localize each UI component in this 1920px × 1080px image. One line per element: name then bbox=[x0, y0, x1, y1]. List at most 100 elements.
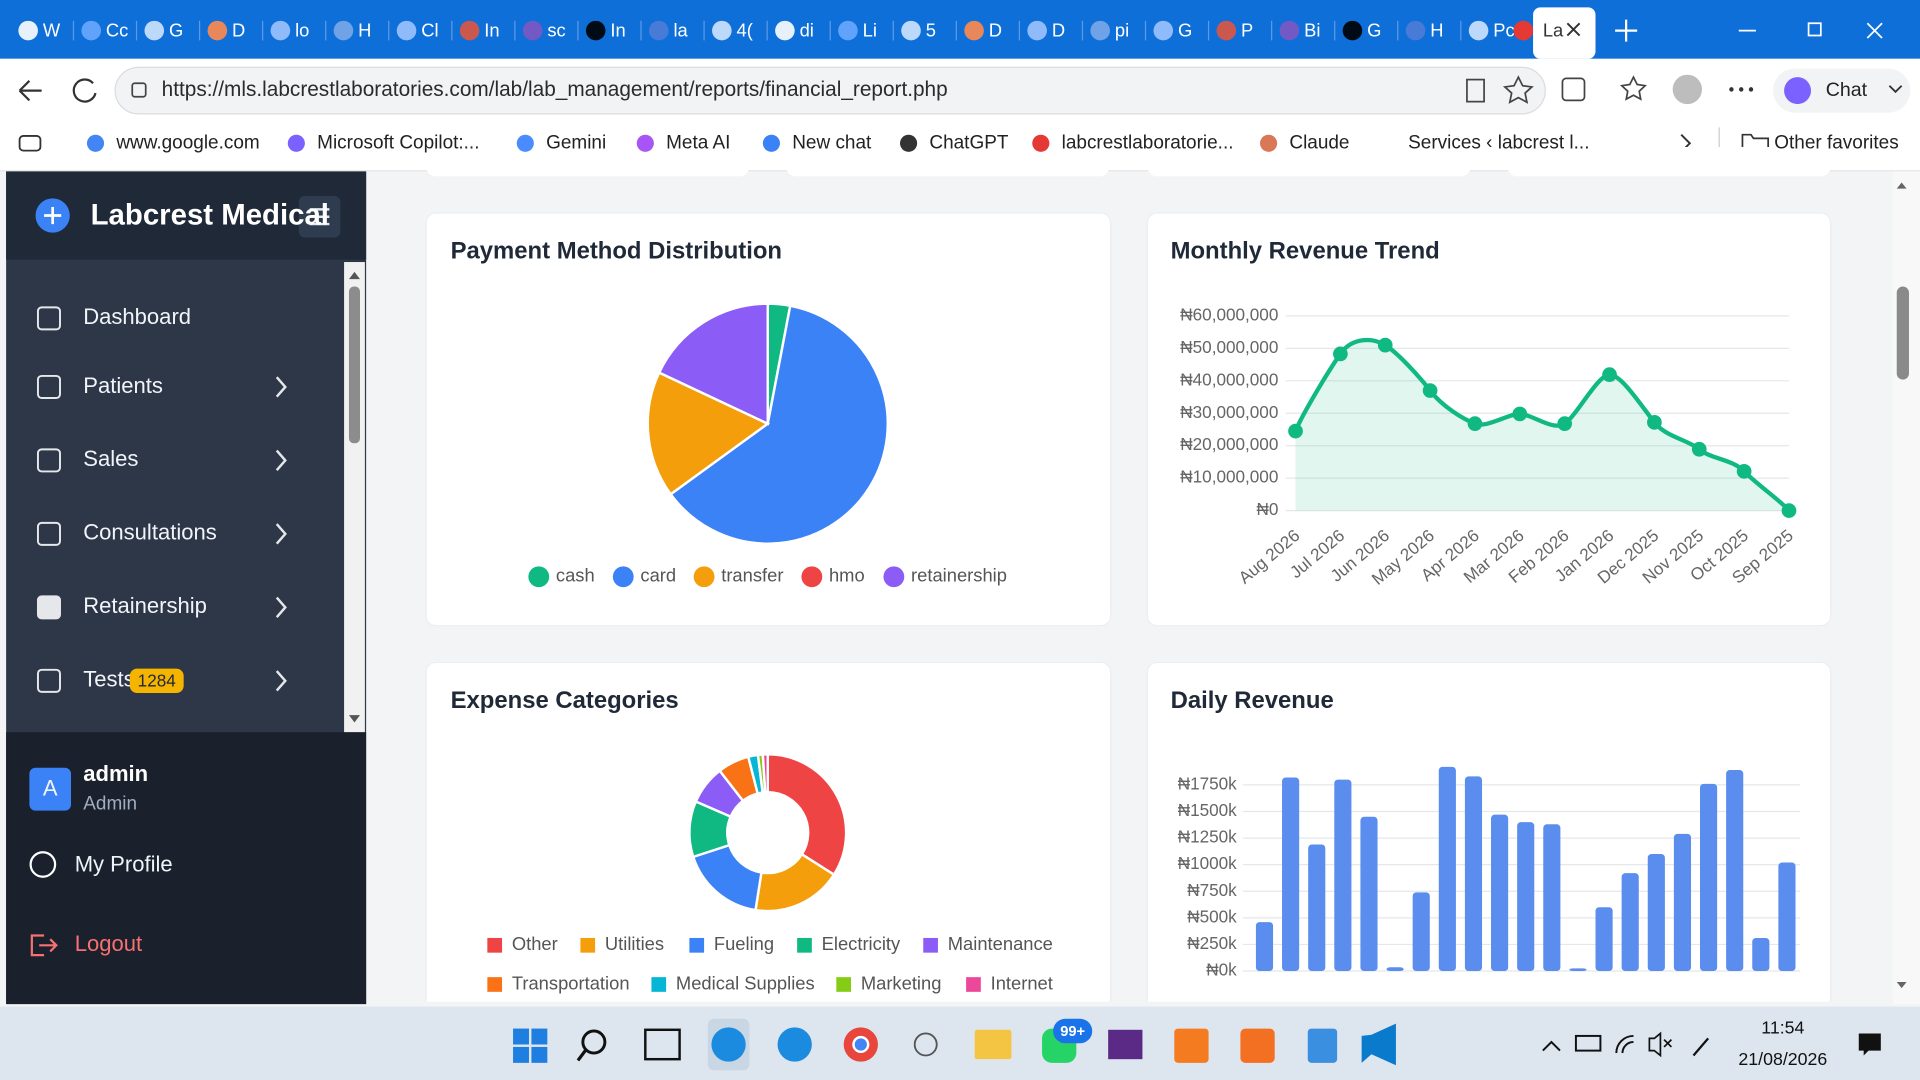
legend-swatch[interactable] bbox=[487, 977, 503, 992]
start-tile[interactable] bbox=[513, 1046, 529, 1063]
edge-icon[interactable] bbox=[777, 1027, 812, 1062]
bookmark-icon[interactable] bbox=[1260, 134, 1278, 152]
chat-label[interactable]: Chat bbox=[1826, 79, 1868, 101]
chat-dropdown[interactable] bbox=[1888, 85, 1903, 94]
legend-label[interactable]: Electricity bbox=[822, 933, 901, 954]
menu-icon[interactable] bbox=[36, 668, 61, 693]
window-controls[interactable] bbox=[1738, 22, 1883, 39]
tab-icon[interactable] bbox=[1279, 20, 1300, 41]
tab-icon[interactable] bbox=[270, 20, 291, 41]
legend-swatch[interactable] bbox=[528, 566, 550, 588]
bookmark[interactable]: Microsoft Copilot:... bbox=[317, 132, 479, 153]
app-icon[interactable] bbox=[1174, 1028, 1209, 1063]
menu-icon[interactable] bbox=[36, 306, 61, 331]
menu-item[interactable]: Patients bbox=[83, 373, 163, 398]
my-profile[interactable]: My Profile bbox=[75, 852, 173, 877]
legend-swatch[interactable] bbox=[801, 566, 823, 588]
bookmark[interactable]: Meta AI bbox=[666, 132, 730, 153]
tab-icon[interactable] bbox=[1405, 20, 1426, 41]
legend-label[interactable]: hmo bbox=[829, 565, 865, 586]
new-tab[interactable] bbox=[1615, 19, 1638, 42]
tab-title[interactable]: di bbox=[800, 20, 814, 41]
tab-icon[interactable] bbox=[1513, 20, 1534, 41]
tab-icon[interactable] bbox=[838, 20, 858, 41]
wifi-icon[interactable] bbox=[1615, 1034, 1634, 1054]
reload-button[interactable] bbox=[72, 78, 97, 103]
menu-icon[interactable] bbox=[36, 595, 61, 620]
start-tile[interactable] bbox=[513, 1028, 529, 1045]
tab-icon[interactable] bbox=[1090, 20, 1110, 41]
start-tile[interactable] bbox=[531, 1046, 548, 1063]
tab-title[interactable]: G bbox=[1178, 20, 1192, 41]
tab-icon[interactable] bbox=[775, 20, 795, 41]
page-scroll-thumb[interactable] bbox=[1896, 286, 1909, 380]
url-text[interactable]: https://mls.labcrestlaboratories.com/lab… bbox=[162, 78, 948, 101]
tab-title[interactable]: D bbox=[989, 20, 1002, 41]
bookmark[interactable]: Gemini bbox=[546, 132, 606, 153]
tab-title[interactable]: In bbox=[610, 20, 625, 41]
tray-chevron[interactable] bbox=[1542, 1040, 1561, 1052]
menu-dot[interactable] bbox=[1739, 87, 1744, 92]
bookmark[interactable]: www.google.com bbox=[115, 132, 259, 153]
tab-title[interactable]: lo bbox=[295, 20, 309, 41]
legend-swatch[interactable] bbox=[580, 937, 596, 953]
xampp-icon[interactable] bbox=[1240, 1028, 1275, 1063]
search-handle[interactable] bbox=[576, 1049, 587, 1062]
tab-title[interactable]: La bbox=[1543, 20, 1564, 41]
menu-item[interactable]: Tests bbox=[83, 667, 134, 692]
chat-button[interactable] bbox=[1773, 68, 1911, 113]
legend-swatch[interactable] bbox=[693, 566, 715, 588]
menu-chevron[interactable] bbox=[275, 670, 287, 692]
legend-swatch[interactable] bbox=[883, 566, 905, 588]
tab-icon[interactable] bbox=[1342, 20, 1363, 41]
tab-title[interactable]: pi bbox=[1115, 20, 1129, 41]
other-favorites[interactable]: Other favorites bbox=[1774, 132, 1898, 153]
tab-title[interactable]: Bi bbox=[1304, 20, 1320, 41]
copilot-icon[interactable] bbox=[1784, 77, 1812, 105]
start-tile[interactable] bbox=[531, 1028, 548, 1045]
bookmark-icon[interactable] bbox=[86, 134, 105, 152]
sidebar-scroll-thumb[interactable] bbox=[348, 286, 360, 444]
bookmark[interactable]: labcrestlaboratorie... bbox=[1062, 132, 1234, 153]
legend-label[interactable]: Transportation bbox=[512, 972, 630, 993]
tab-icon[interactable] bbox=[333, 20, 354, 41]
battery-icon[interactable] bbox=[1574, 1034, 1602, 1052]
bookmark[interactable]: ChatGPT bbox=[929, 132, 1008, 153]
menu-dot[interactable] bbox=[1748, 87, 1754, 92]
tab-icon[interactable] bbox=[1153, 20, 1174, 41]
tab-icon[interactable] bbox=[1027, 20, 1047, 41]
legend-label[interactable]: Marketing bbox=[861, 972, 942, 993]
menu-icon[interactable] bbox=[36, 521, 61, 546]
tab-icon[interactable] bbox=[712, 20, 732, 41]
tab-close[interactable] bbox=[1566, 22, 1581, 37]
legend-label[interactable]: retainership bbox=[911, 565, 1007, 586]
legend-swatch[interactable] bbox=[836, 977, 852, 992]
profile-icon[interactable] bbox=[29, 851, 57, 878]
bookmark-icon[interactable] bbox=[900, 134, 918, 152]
bookmark-icon[interactable] bbox=[636, 134, 654, 152]
tab-icon[interactable] bbox=[585, 20, 606, 41]
menu-icon[interactable] bbox=[36, 448, 61, 473]
explorer-icon[interactable] bbox=[974, 1029, 1012, 1060]
search-icon[interactable] bbox=[581, 1029, 607, 1055]
legend-swatch[interactable] bbox=[923, 937, 938, 953]
start-button[interactable] bbox=[513, 1028, 548, 1063]
menu-item[interactable]: Sales bbox=[83, 446, 138, 471]
tab-icon[interactable] bbox=[207, 20, 228, 41]
tab-title[interactable]: G bbox=[1367, 20, 1381, 41]
app-icon[interactable] bbox=[1108, 1029, 1143, 1060]
tab-icon[interactable] bbox=[81, 20, 102, 41]
tab-title[interactable]: 4( bbox=[737, 20, 753, 41]
tab-title[interactable]: G bbox=[169, 20, 183, 41]
legend-swatch[interactable] bbox=[612, 566, 634, 588]
tab-title[interactable]: Li bbox=[863, 20, 877, 41]
pen-icon[interactable] bbox=[1692, 1037, 1709, 1057]
legend-label[interactable]: Other bbox=[512, 933, 558, 954]
tab-icon[interactable] bbox=[964, 20, 984, 41]
notifications-icon[interactable] bbox=[1858, 1033, 1881, 1056]
bookmark-icon[interactable] bbox=[287, 134, 305, 152]
tab-icon[interactable] bbox=[1468, 20, 1489, 41]
legend-label[interactable]: Internet bbox=[991, 972, 1053, 993]
tab-icon[interactable] bbox=[144, 20, 165, 41]
tab-icon[interactable] bbox=[901, 20, 921, 41]
